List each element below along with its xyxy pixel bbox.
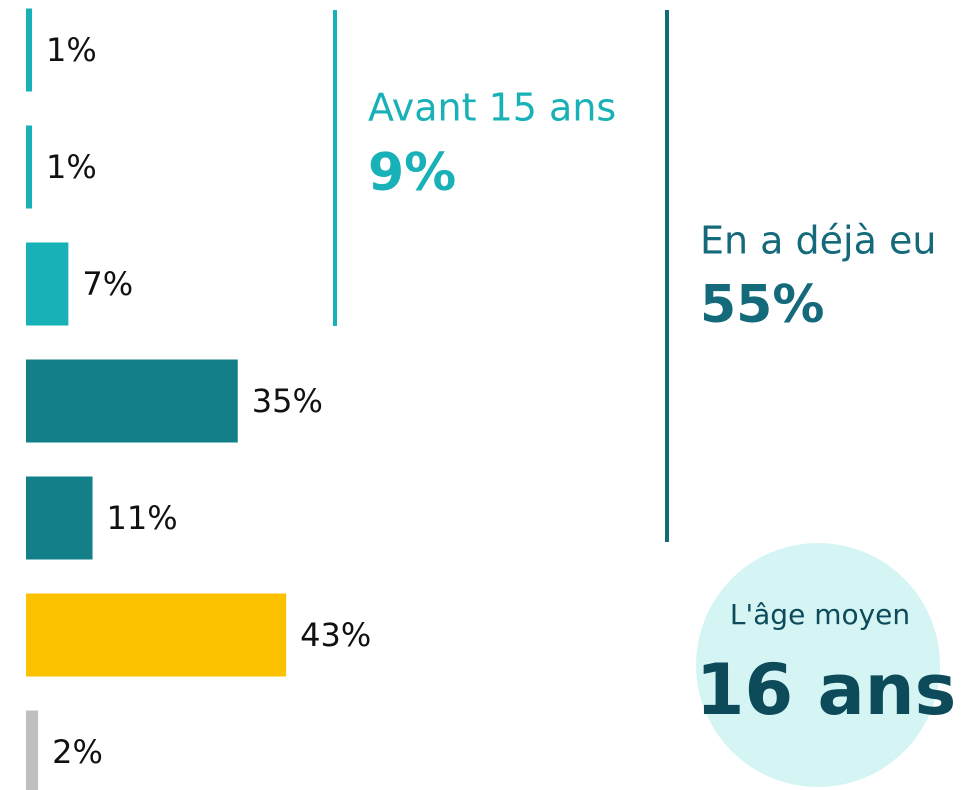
bar	[26, 593, 287, 677]
bar	[26, 359, 238, 443]
bar	[26, 476, 93, 560]
bar	[26, 125, 33, 209]
annotation-value: 16 ans	[696, 649, 957, 731]
value-label: 35%	[252, 382, 323, 420]
value-label: 1%	[46, 148, 97, 186]
annotation-text: En a déjà eu	[700, 219, 936, 263]
bar	[26, 710, 39, 790]
highlight-circle	[696, 543, 940, 787]
value-label: 11%	[107, 499, 178, 537]
annotation-value: 55%	[700, 275, 824, 335]
value-label: 2%	[52, 733, 103, 771]
value-label: 7%	[82, 265, 133, 303]
annotation-text: L'âge moyen	[730, 598, 910, 631]
annotation-text: Avant 15 ans	[368, 86, 616, 130]
annotation-value: 9%	[368, 143, 456, 203]
value-label: 1%	[46, 31, 97, 69]
bar	[26, 8, 33, 92]
bar	[26, 242, 69, 326]
value-label: 43%	[300, 616, 371, 654]
